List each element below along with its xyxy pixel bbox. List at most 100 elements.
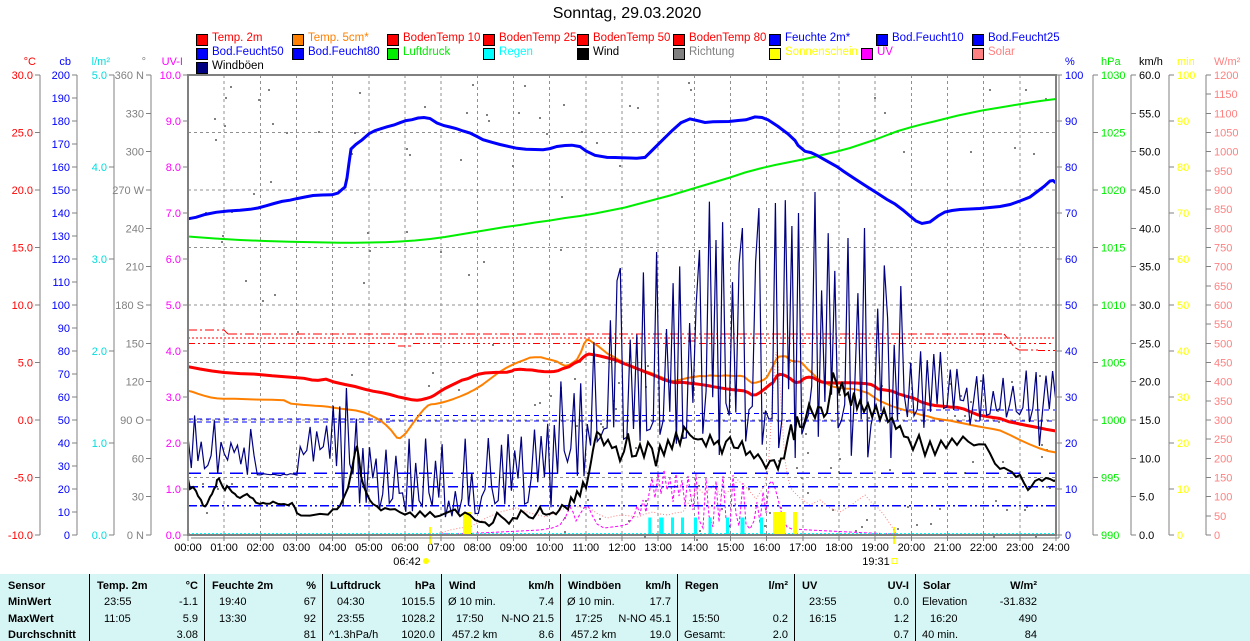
svg-text:160: 160 [52,162,70,174]
svg-text:3.0: 3.0 [92,254,107,266]
svg-text:300: 300 [1214,415,1232,427]
svg-text:14:00: 14:00 [681,542,709,554]
svg-text:25.0: 25.0 [1139,338,1160,350]
svg-text:10.0: 10.0 [160,70,181,82]
svg-text:11:00: 11:00 [572,542,599,554]
svg-text:06:00: 06:00 [391,542,419,554]
svg-text:19:00: 19:00 [861,542,889,554]
svg-text:-5.0: -5.0 [14,473,33,485]
svg-text:130: 130 [52,231,70,243]
svg-text:90: 90 [58,323,70,335]
svg-text:08:00: 08:00 [464,542,492,554]
svg-text:18:00: 18:00 [825,542,853,554]
svg-text:240: 240 [126,223,144,235]
svg-text:1.0: 1.0 [92,438,107,450]
svg-text:15.0: 15.0 [1139,415,1160,427]
svg-text:210: 210 [126,262,144,274]
svg-text:120: 120 [126,377,144,389]
svg-text:90 O: 90 O [120,415,144,427]
svg-text:0.0: 0.0 [166,530,181,542]
svg-text:9.0: 9.0 [166,116,181,128]
svg-text:UV-I: UV-I [162,56,183,68]
svg-text:60: 60 [58,392,70,404]
svg-text:1005: 1005 [1101,358,1125,370]
svg-text:1150: 1150 [1214,89,1238,101]
svg-text:50.0: 50.0 [1139,147,1160,159]
svg-text:150: 150 [52,185,70,197]
svg-text:04:00: 04:00 [319,542,347,554]
svg-text:350: 350 [1214,396,1232,408]
svg-text:20.0: 20.0 [12,185,33,197]
svg-text:1.0: 1.0 [166,484,181,496]
svg-text:1050: 1050 [1214,128,1238,140]
svg-text:170: 170 [52,139,70,151]
svg-text:10: 10 [58,507,70,519]
svg-text:2.0: 2.0 [92,346,107,358]
svg-text:07:00: 07:00 [427,542,455,554]
svg-text:120: 120 [52,254,70,266]
svg-text:40: 40 [1177,346,1189,358]
svg-text:650: 650 [1214,281,1232,293]
svg-text:10: 10 [1177,484,1189,496]
svg-text:100: 100 [1177,70,1195,82]
svg-text:40: 40 [58,438,70,450]
svg-text:70: 70 [1177,208,1189,220]
svg-text:km/h: km/h [1139,56,1163,68]
svg-text:550: 550 [1214,319,1232,331]
svg-text:19:31: 19:31 [862,556,890,568]
svg-text:1015: 1015 [1101,243,1125,255]
svg-text:0.0: 0.0 [1139,530,1154,542]
svg-text:330: 330 [126,108,144,120]
svg-text:80: 80 [1177,162,1189,174]
svg-text:0.0: 0.0 [18,415,33,427]
svg-text:hPa: hPa [1101,56,1121,68]
svg-text:20: 20 [1065,438,1077,450]
svg-text:950: 950 [1214,166,1232,178]
svg-text:850: 850 [1214,204,1232,216]
svg-text:90: 90 [1177,116,1189,128]
svg-text:8.0: 8.0 [166,162,181,174]
svg-text:0.0: 0.0 [92,530,107,542]
svg-text:17:00: 17:00 [789,542,817,554]
svg-text:20:00: 20:00 [898,542,926,554]
svg-text:1020: 1020 [1101,185,1125,197]
svg-text:200: 200 [52,70,70,82]
svg-text:190: 190 [52,93,70,105]
svg-text:5.0: 5.0 [1139,492,1154,504]
svg-text:60: 60 [1065,254,1077,266]
svg-text:0: 0 [64,530,70,542]
svg-text:%: % [1065,56,1075,68]
svg-text:0: 0 [1214,530,1220,542]
svg-text:5.0: 5.0 [18,358,33,370]
svg-text:12:00: 12:00 [608,542,636,554]
svg-text:1025: 1025 [1101,128,1125,140]
svg-text:-10.0: -10.0 [8,530,33,542]
svg-text:5.0: 5.0 [92,70,107,82]
svg-text:23:00: 23:00 [1006,542,1034,554]
svg-text:21:00: 21:00 [934,542,962,554]
svg-text:270 W: 270 W [112,185,144,197]
svg-text:50: 50 [1065,300,1077,312]
svg-text:140: 140 [52,208,70,220]
svg-text:3.0: 3.0 [166,392,181,404]
svg-text:360 N: 360 N [115,70,144,82]
svg-text:20: 20 [58,484,70,496]
svg-text:700: 700 [1214,262,1232,274]
svg-text:1000: 1000 [1214,147,1238,159]
svg-text:40.0: 40.0 [1139,223,1160,235]
svg-text:00:00: 00:00 [174,542,202,554]
svg-text:10:00: 10:00 [536,542,564,554]
svg-text:55.0: 55.0 [1139,108,1160,120]
svg-text:06:42: 06:42 [393,556,421,568]
svg-text:0 N: 0 N [127,530,144,542]
svg-text:400: 400 [1214,377,1232,389]
svg-text:16:00: 16:00 [753,542,781,554]
svg-text:70: 70 [58,369,70,381]
svg-text:40: 40 [1065,346,1077,358]
svg-text:70: 70 [1065,208,1077,220]
svg-text:250: 250 [1214,434,1232,446]
svg-text:°C: °C [24,56,36,68]
svg-text:110: 110 [52,277,70,289]
svg-text:l/m²: l/m² [92,56,111,68]
svg-text:09:00: 09:00 [500,542,528,554]
